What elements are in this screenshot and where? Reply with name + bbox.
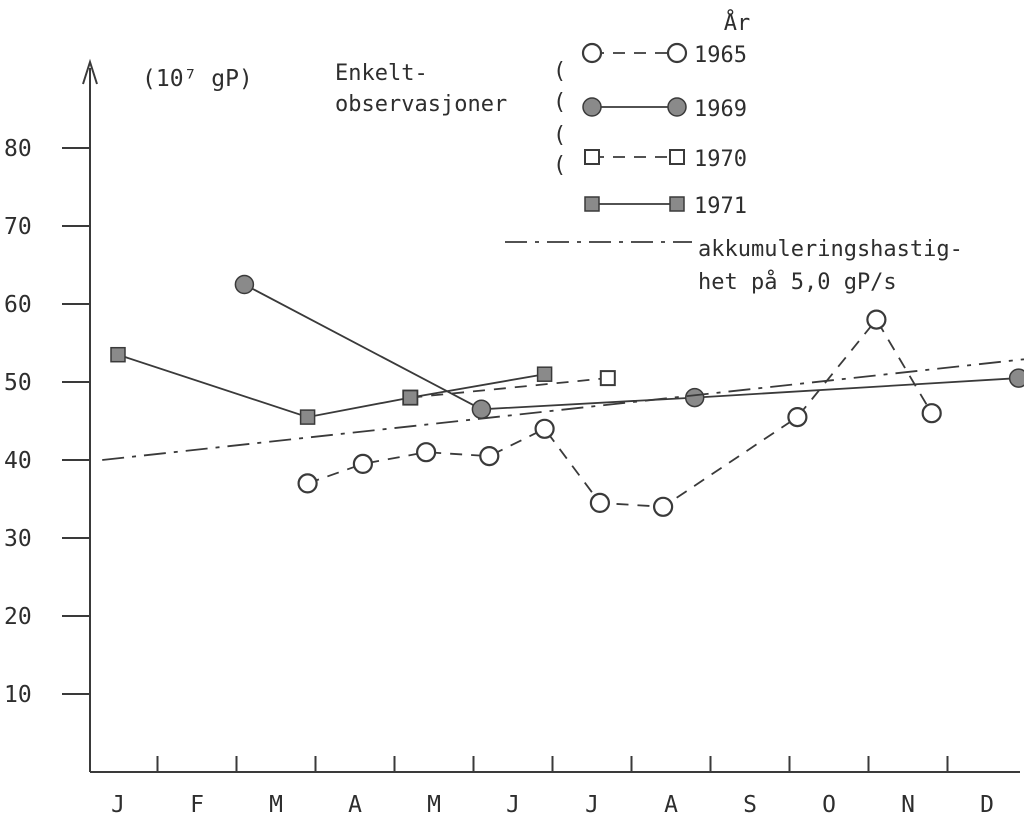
data-point-filled-square [669, 196, 685, 212]
x-tick-label: A [664, 792, 678, 818]
series-2 [402, 370, 616, 406]
y-tick-label: 30 [4, 526, 32, 552]
series-3 [110, 346, 553, 425]
series-line [102, 358, 1024, 461]
x-tick-label: D [980, 792, 994, 818]
legend-bracket-glyph: ( [553, 59, 566, 84]
data-point-filled-circle [471, 399, 492, 420]
data-point-filled-circle [234, 274, 255, 295]
x-tick-label: F [190, 792, 204, 818]
legend-bracket-glyph: ( [553, 123, 566, 148]
series-4 [102, 358, 1024, 461]
data-point-filled-circle [667, 97, 687, 117]
series-1 [234, 274, 1024, 420]
x-tick-label: M [427, 792, 441, 818]
legend-bracket-glyph: ( [553, 90, 566, 115]
y-axis-arrow-icon [82, 58, 98, 85]
y-tick-label: 80 [4, 136, 32, 162]
series-line [243, 283, 1019, 411]
x-tick-label: A [348, 792, 362, 818]
data-point-filled-circle [684, 387, 705, 408]
data-point-open-circle [652, 496, 674, 517]
data-point-open-circle [297, 473, 318, 494]
legend-label: 1971 [694, 194, 747, 219]
legend-label-line2: het på 5,0 gP/s [698, 269, 897, 295]
legend-item-1971: 1971 [584, 194, 747, 219]
y-tick-label: 20 [4, 604, 32, 630]
series-line [117, 353, 545, 419]
x-tick-label: O [822, 792, 836, 818]
y-tick-label: 40 [4, 448, 32, 474]
data-point-open-circle [589, 492, 611, 513]
data-point-filled-circle [1008, 368, 1024, 388]
data-point-open-circle [534, 418, 555, 439]
data-point-filled-square [110, 346, 126, 363]
series-layer [102, 274, 1024, 517]
y-tick-label: 70 [4, 214, 32, 240]
data-point-filled-square [584, 196, 600, 212]
y-tick-label: 60 [4, 292, 32, 318]
legend-item-1970: 1970 [584, 147, 747, 172]
x-tick-label: J [111, 792, 125, 818]
unit-label: (10⁷ gP) [142, 66, 253, 92]
y-tick-label: 10 [4, 682, 32, 708]
x-tick-label: N [901, 792, 915, 818]
x-tick-label: J [506, 792, 520, 818]
legend-item-accumulation: akkumuleringshastig-het på 5,0 gP/s [505, 237, 963, 295]
y-tick-label: 50 [4, 370, 32, 396]
x-tick-label: S [743, 792, 757, 818]
data-point-filled-circle [582, 97, 602, 117]
series-0 [297, 309, 942, 517]
legend-item-1965: 1965 [581, 42, 747, 68]
legend-label: 1969 [694, 97, 747, 122]
legend-bracket-label-line1: Enkelt- [335, 61, 428, 86]
data-point-open-square [669, 149, 685, 165]
data-point-open-circle [479, 446, 500, 467]
data-point-open-circle [866, 309, 887, 330]
legend-group-label: År [724, 9, 751, 36]
data-point-open-circle [921, 403, 942, 424]
series-line [307, 318, 933, 508]
data-point-open-circle [416, 442, 437, 463]
legend: År Enkelt-observasjoner ( ( ( (1965 1969 1970 19… [335, 9, 963, 295]
x-tick-label: M [269, 792, 283, 818]
data-point-open-circle [666, 42, 688, 64]
data-point-filled-square [402, 389, 419, 406]
data-point-filled-square [536, 366, 553, 382]
legend-label-line1: akkumuleringshastig- [698, 237, 963, 262]
x-tick-label: J [585, 792, 599, 818]
legend-label: 1965 [694, 43, 747, 68]
axes: 10 20 30 40 50 60 70 80 J F M A M J J A S O N D (10⁷ gP) [4, 58, 1020, 818]
data-point-open-circle [787, 407, 808, 428]
legend-bracket-glyph: ( [553, 153, 566, 178]
data-point-open-circle [352, 453, 373, 474]
legend-bracket-label-line2: observasjoner [335, 92, 507, 117]
data-point-open-square [584, 149, 600, 165]
data-point-open-circle [581, 42, 603, 64]
legend-label: 1970 [694, 147, 747, 172]
data-point-open-square [599, 370, 616, 387]
legend-item-1969: 1969 [582, 97, 747, 122]
data-point-filled-square [299, 409, 316, 425]
